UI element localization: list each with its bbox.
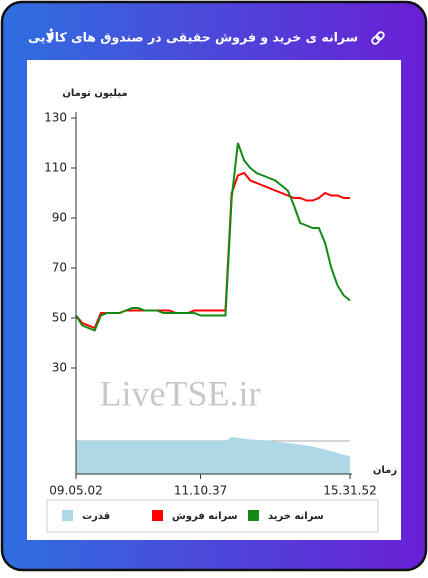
x-tick-label: 15.31.52 bbox=[323, 484, 376, 498]
info-icon[interactable]: i bbox=[47, 26, 53, 48]
legend-label: سرانه خرید bbox=[268, 511, 324, 522]
x-axis-label: زمان bbox=[373, 465, 397, 476]
header-title: سرانه ی خرید و فروش حقیقی در صندوق های ک… bbox=[28, 30, 358, 45]
y-tick-label: 110 bbox=[44, 161, 67, 175]
legend-swatch bbox=[62, 510, 73, 521]
legend-label: قدرت bbox=[82, 511, 110, 522]
x-tick-label: 09.05.02 bbox=[49, 484, 102, 498]
link-icon[interactable] bbox=[371, 31, 385, 45]
y-tick-label: 50 bbox=[52, 311, 67, 325]
y-tick-label: 70 bbox=[52, 261, 67, 275]
y-axis-label: میلیون تومان bbox=[62, 88, 127, 99]
y-tick-label: 30 bbox=[52, 361, 67, 375]
x-tick-label: 11.10.37 bbox=[174, 484, 227, 498]
legend-swatch bbox=[152, 510, 163, 521]
series-line bbox=[75, 142, 351, 332]
y-tick-label: 130 bbox=[44, 111, 67, 125]
power-area bbox=[76, 436, 350, 474]
watermark: LiveTSE.ir bbox=[100, 373, 261, 413]
legend-swatch bbox=[248, 510, 259, 521]
legend bbox=[46, 499, 379, 533]
legend-label: سرانه فروش bbox=[172, 511, 238, 522]
y-tick-label: 90 bbox=[52, 211, 67, 225]
